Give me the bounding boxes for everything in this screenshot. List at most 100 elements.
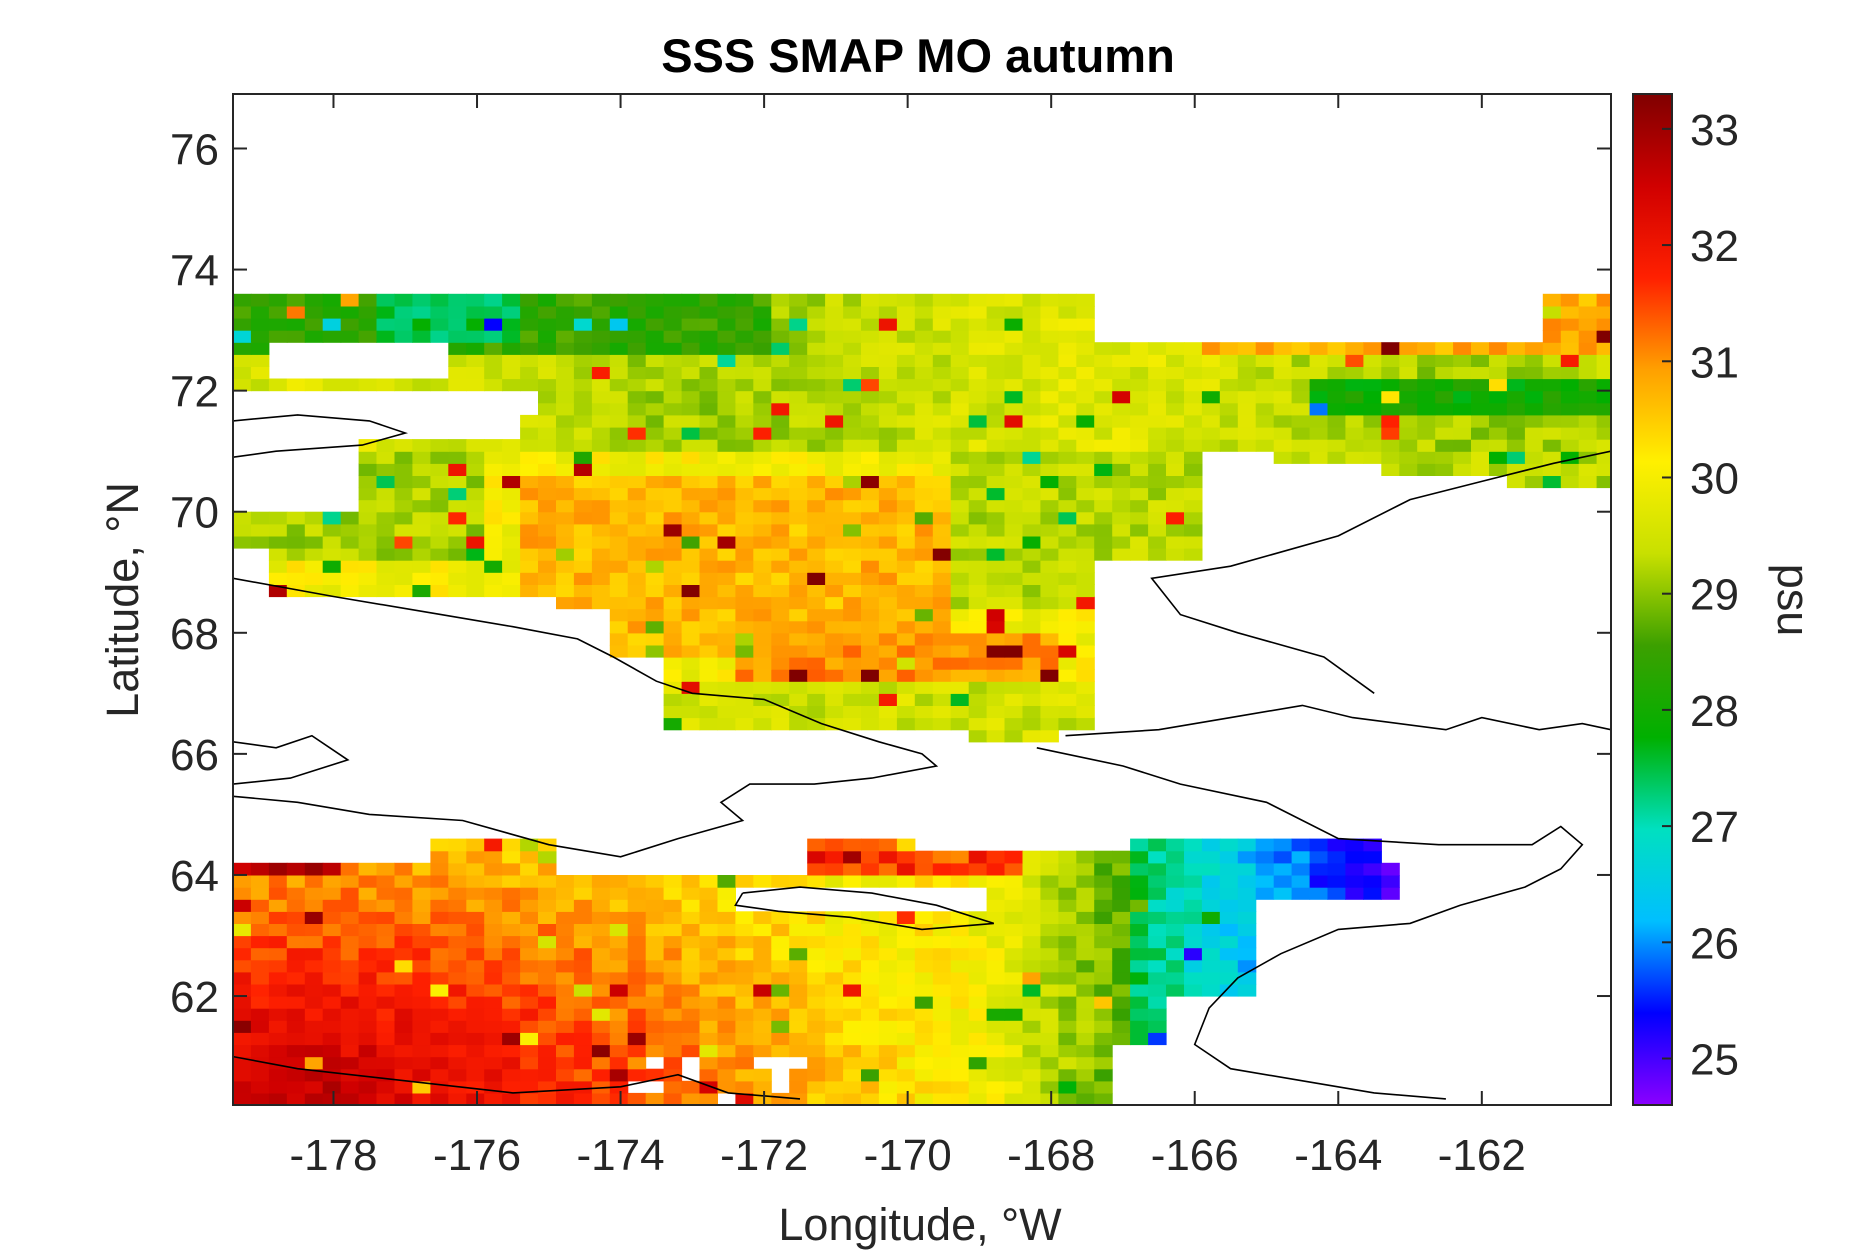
heatmap-cell: [753, 644, 772, 658]
heatmap-cell: [1506, 342, 1526, 355]
heatmap-cell: [394, 1068, 413, 1082]
heatmap-cell: [1076, 608, 1095, 622]
heatmap-cell: [1040, 402, 1059, 416]
heatmap-cell: [861, 378, 880, 392]
heatmap-cell: [1184, 959, 1203, 973]
heatmap-cell: [591, 1092, 611, 1105]
heatmap-cell: [1237, 923, 1257, 937]
heatmap-cells: [233, 293, 1611, 1105]
heatmap-cell: [843, 414, 862, 428]
heatmap-cell: [914, 875, 934, 888]
heatmap-cell: [986, 1068, 1006, 1082]
heatmap-cell: [1417, 378, 1436, 392]
heatmap-cell: [771, 971, 790, 985]
heatmap-cell: [538, 996, 557, 1009]
heatmap-cell: [1022, 620, 1041, 634]
heatmap-cell: [807, 850, 826, 864]
heatmap-cell: [520, 414, 539, 428]
heatmap-cell: [861, 342, 880, 355]
heatmap-cell: [861, 947, 880, 961]
heatmap-cell: [1094, 1092, 1113, 1105]
heatmap-cell: [591, 378, 611, 392]
heatmap-cell: [771, 644, 790, 658]
heatmap-cell: [627, 354, 647, 367]
heatmap-cell: [322, 923, 342, 937]
heatmap-cell: [1022, 487, 1041, 501]
heatmap-cell: [1596, 402, 1611, 416]
heatmap-cell: [484, 378, 503, 392]
heatmap-cell: [986, 511, 1006, 525]
heatmap-cell: [609, 499, 629, 513]
heatmap-cell: [376, 572, 395, 585]
heatmap-cell: [699, 644, 718, 658]
heatmap-cell: [233, 293, 252, 307]
heatmap-cell: [1542, 330, 1562, 343]
heatmap-cell: [1166, 923, 1185, 937]
heatmap-cell: [591, 535, 611, 549]
heatmap-cell: [986, 887, 1006, 900]
heatmap-cell: [304, 959, 324, 973]
heatmap-cell: [717, 342, 736, 355]
heatmap-cell: [1040, 584, 1059, 598]
heatmap-cell: [699, 305, 718, 319]
heatmap-cell: [986, 717, 1006, 731]
heatmap-cell: [358, 947, 378, 961]
heatmap-cell: [609, 1068, 629, 1082]
heatmap-cell: [1273, 378, 1293, 392]
colorbar-tick-label: 25: [1690, 1036, 1739, 1085]
heatmap-cell: [950, 596, 970, 610]
heatmap-cell: [843, 838, 862, 852]
heatmap-cell: [412, 451, 431, 464]
heatmap-cell: [573, 330, 593, 343]
heatmap-cell: [430, 947, 449, 961]
heatmap-cell: [1094, 354, 1113, 367]
heatmap-cell: [502, 923, 521, 937]
heatmap-cell: [1040, 366, 1059, 380]
heatmap-cell: [645, 911, 665, 924]
heatmap-cell: [448, 330, 467, 343]
heatmap-cell: [645, 451, 665, 464]
heatmap-cell: [986, 669, 1006, 682]
heatmap-cell: [609, 959, 629, 973]
heatmap-cell: [484, 862, 503, 876]
heatmap-cell: [1004, 608, 1023, 622]
heatmap-cell: [735, 996, 754, 1009]
heatmap-cell: [735, 608, 754, 622]
heatmap-cell: [735, 1056, 754, 1070]
heatmap-cell: [358, 862, 378, 876]
heatmap-cell: [932, 487, 952, 501]
heatmap-cell: [1327, 354, 1346, 367]
heatmap-cell: [807, 971, 826, 985]
heatmap-cell: [1291, 342, 1311, 355]
heatmap-cell: [699, 439, 718, 452]
heatmap-cell: [843, 1044, 862, 1058]
heatmap-cell: [1040, 705, 1059, 719]
heatmap-cell: [753, 318, 772, 331]
heatmap-cell: [286, 862, 306, 876]
heatmap-cell: [807, 669, 826, 682]
heatmap-cell: [1453, 451, 1472, 464]
heatmap-cell: [717, 463, 736, 476]
heatmap-cell: [233, 947, 252, 961]
heatmap-cell: [771, 378, 790, 392]
heatmap-cell: [950, 1008, 970, 1021]
heatmap-cell: [1112, 1008, 1131, 1021]
heatmap-cell: [484, 463, 503, 476]
heatmap-cell: [304, 572, 324, 585]
heatmap-cell: [1363, 427, 1382, 440]
heatmap-cell: [430, 499, 449, 513]
heatmap-cell: [1489, 402, 1508, 416]
heatmap-cell: [1112, 451, 1131, 464]
heatmap-cell: [304, 935, 324, 949]
heatmap-cell: [448, 1092, 467, 1105]
heatmap-cell: [1058, 983, 1077, 997]
heatmap-cell: [1148, 499, 1167, 513]
heatmap-cell: [717, 875, 736, 888]
heatmap-cell: [286, 923, 306, 937]
heatmap-cell: [753, 1044, 772, 1058]
heatmap-cell: [771, 669, 790, 682]
heatmap-cell: [645, 293, 665, 307]
heatmap-cell: [412, 875, 431, 888]
heatmap-cell: [968, 414, 988, 428]
heatmap-cell: [861, 1008, 880, 1021]
